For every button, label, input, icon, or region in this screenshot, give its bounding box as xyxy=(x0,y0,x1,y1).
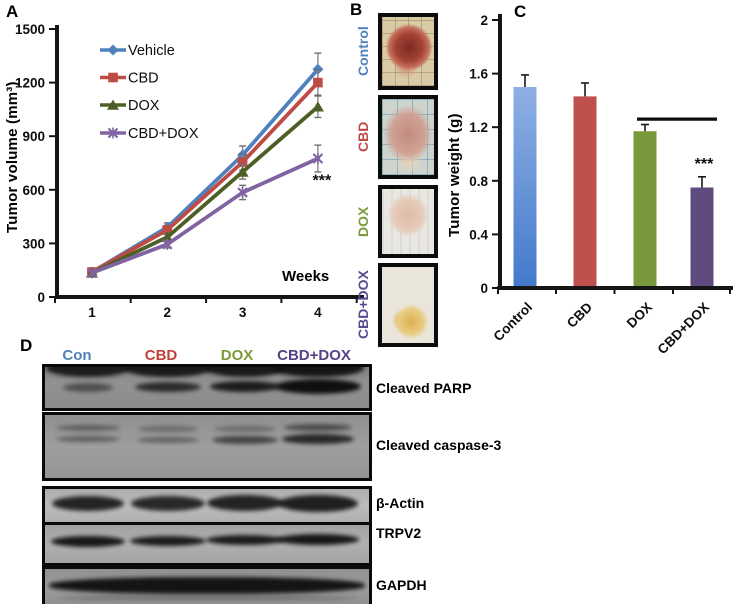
svg-text:900: 900 xyxy=(22,129,45,144)
svg-text:Vehicle: Vehicle xyxy=(128,43,175,59)
lane-label-con: Con xyxy=(62,347,92,364)
svg-text:***: *** xyxy=(313,173,332,190)
blot-band xyxy=(210,381,280,392)
blot-band xyxy=(131,496,205,511)
panel-a-x-axis-title: Weeks xyxy=(282,268,330,285)
svg-text:2: 2 xyxy=(480,13,488,28)
tumor-photo-control xyxy=(378,13,438,90)
svg-text:***: *** xyxy=(695,156,714,173)
tumor-photo-row-cbd: CBD xyxy=(352,95,438,179)
photo-label-cbd-dox: CBD+DOX xyxy=(355,270,371,340)
photo-label-control: Control xyxy=(355,26,371,77)
svg-text:3: 3 xyxy=(239,305,247,320)
tumor-volume-line-chart: 0 300 600 900 1200 1500 1 2 3 4 Vehicle CBD DOX CBD+D… xyxy=(15,22,364,320)
photo-label-dox: DOX xyxy=(355,206,371,237)
panel-b-label: B xyxy=(350,0,363,19)
western-blot-gapdh xyxy=(42,566,372,604)
blot-band xyxy=(278,495,358,512)
svg-text:DOX: DOX xyxy=(128,98,160,114)
tumor-photo-row-control: Control xyxy=(352,13,438,90)
lane-label-cbd: CBD xyxy=(144,347,178,364)
blot-band xyxy=(130,536,206,546)
svg-text:CBD: CBD xyxy=(128,71,159,87)
svg-text:1200: 1200 xyxy=(15,76,45,91)
blot-label-cleaved-parp: Cleaved PARP xyxy=(376,380,472,396)
blot-band xyxy=(272,367,364,377)
svg-text:1500: 1500 xyxy=(15,22,45,37)
tumor-weight-bar-chart: 0 0.4 0.8 1.2 1.6 2 *** Control CBD DOX CBD+DOX xyxy=(469,13,733,358)
svg-text:DOX: DOX xyxy=(624,300,655,331)
blot-band xyxy=(56,436,120,442)
blot-band xyxy=(207,495,283,511)
svg-text:600: 600 xyxy=(22,183,45,198)
tumor-photo-row-dox: DOX xyxy=(352,185,438,258)
blot-band xyxy=(282,434,354,444)
blot-band xyxy=(214,426,276,432)
blot-band xyxy=(137,437,199,443)
blot-band xyxy=(284,424,352,431)
blot-band xyxy=(49,577,365,594)
blot-band xyxy=(52,496,124,511)
panel-a-label: A xyxy=(6,2,19,21)
blot-band xyxy=(124,367,212,377)
photo-label-cbd: CBD xyxy=(355,121,371,153)
western-blot-cleaved-caspase-3 xyxy=(42,412,372,481)
tumor-photo-dox xyxy=(378,185,438,258)
blot-band xyxy=(56,425,120,431)
svg-text:300: 300 xyxy=(22,236,45,251)
tumor-photo-cbd xyxy=(378,95,438,179)
svg-text:4: 4 xyxy=(314,305,322,320)
lane-label-cbd-dox: CBD+DOX xyxy=(277,347,351,364)
svg-text:2: 2 xyxy=(164,305,172,320)
svg-text:0.8: 0.8 xyxy=(469,174,488,189)
blot-band xyxy=(277,534,359,545)
blot-band xyxy=(212,436,278,444)
svg-text:1: 1 xyxy=(88,305,96,320)
western-blot-cleaved-parp xyxy=(42,364,372,411)
svg-text:1.2: 1.2 xyxy=(469,120,488,135)
panel-d-label: D xyxy=(20,336,33,355)
blot-band xyxy=(206,535,284,545)
svg-text:CBD+DOX: CBD+DOX xyxy=(128,126,199,142)
blot-band xyxy=(46,367,130,377)
blot-band xyxy=(63,383,113,392)
blot-band xyxy=(135,382,201,392)
blot-band xyxy=(275,379,361,394)
svg-text:1.6: 1.6 xyxy=(469,67,488,82)
blot-band xyxy=(205,367,285,377)
svg-text:Control: Control xyxy=(491,300,536,345)
svg-text:0.4: 0.4 xyxy=(469,227,488,242)
svg-text:CBD+DOX: CBD+DOX xyxy=(655,300,713,358)
svg-text:0: 0 xyxy=(37,290,45,305)
western-blot-trpv2 xyxy=(42,522,372,566)
panel-c-label: C xyxy=(514,2,527,21)
blot-label-beta-actin: β-Actin xyxy=(376,495,425,511)
blot-band xyxy=(51,536,125,547)
lane-label-dox: DOX xyxy=(220,347,254,364)
blot-label-trpv2: TRPV2 xyxy=(376,525,422,541)
tumor-photo-cbd-dox xyxy=(378,263,438,347)
blot-band xyxy=(138,426,198,432)
western-blot-beta-actin xyxy=(42,486,372,525)
blot-label-gapdh: GAPDH xyxy=(376,577,427,593)
tumor-photo-row-cbd-dox: CBD+DOX xyxy=(352,263,438,347)
svg-text:CBD: CBD xyxy=(564,299,595,330)
blot-band xyxy=(57,596,357,600)
blot-label-cleaved-caspase-3: Cleaved caspase-3 xyxy=(376,437,502,453)
svg-text:0: 0 xyxy=(480,281,488,296)
